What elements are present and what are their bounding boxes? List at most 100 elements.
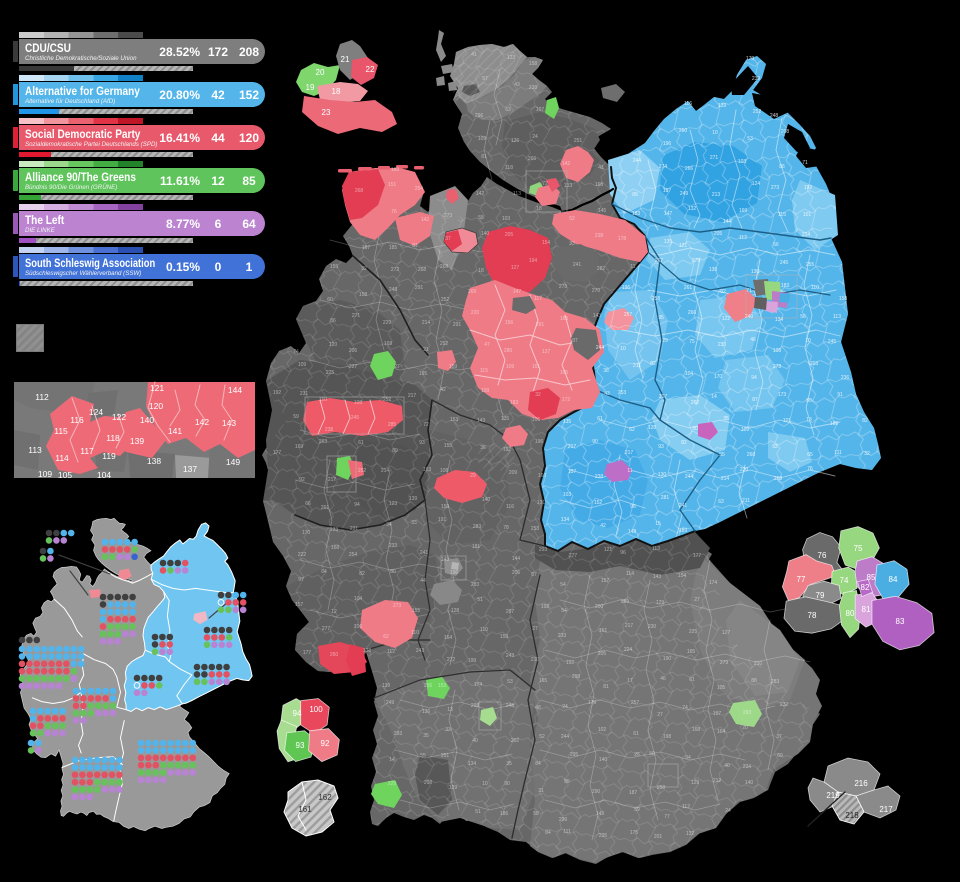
- svg-text:80: 80: [390, 569, 396, 575]
- svg-text:67: 67: [531, 572, 537, 578]
- svg-text:177: 177: [693, 553, 702, 559]
- svg-text:299: 299: [559, 817, 568, 823]
- svg-text:116: 116: [70, 415, 84, 425]
- svg-text:94: 94: [685, 755, 691, 761]
- svg-text:22: 22: [366, 65, 375, 74]
- svg-text:192: 192: [566, 660, 575, 666]
- svg-text:133: 133: [564, 183, 573, 189]
- svg-text:164: 164: [444, 635, 453, 641]
- svg-text:140: 140: [481, 231, 490, 237]
- svg-text:82: 82: [650, 361, 656, 367]
- svg-text:165: 165: [595, 182, 604, 188]
- svg-text:213: 213: [712, 192, 721, 198]
- svg-text:52: 52: [569, 216, 575, 222]
- svg-text:268: 268: [418, 267, 427, 273]
- svg-text:79: 79: [816, 591, 825, 600]
- svg-text:118: 118: [505, 165, 513, 171]
- svg-text:135: 135: [563, 419, 572, 425]
- svg-text:123: 123: [389, 501, 398, 507]
- svg-text:173: 173: [778, 392, 787, 398]
- svg-text:129: 129: [656, 600, 665, 606]
- svg-text:143: 143: [593, 313, 602, 319]
- svg-text:11: 11: [630, 264, 635, 270]
- svg-text:145: 145: [598, 208, 607, 214]
- svg-text:20: 20: [316, 68, 325, 77]
- svg-text:217: 217: [625, 623, 634, 629]
- svg-text:105: 105: [717, 685, 726, 691]
- svg-text:75: 75: [854, 544, 863, 553]
- svg-text:190: 190: [663, 656, 672, 662]
- svg-text:272: 272: [447, 657, 456, 663]
- svg-text:191: 191: [438, 517, 447, 523]
- svg-text:78: 78: [503, 525, 509, 531]
- svg-text:198: 198: [663, 734, 672, 740]
- svg-text:104: 104: [685, 371, 694, 377]
- svg-text:55: 55: [719, 452, 725, 458]
- svg-text:181: 181: [472, 544, 481, 550]
- svg-text:76: 76: [818, 551, 827, 560]
- svg-text:231: 231: [300, 391, 309, 397]
- svg-text:151: 151: [388, 182, 397, 188]
- svg-text:155: 155: [412, 608, 421, 614]
- svg-text:52: 52: [539, 734, 545, 740]
- svg-text:210: 210: [754, 661, 763, 667]
- svg-text:119: 119: [102, 451, 116, 461]
- svg-text:217: 217: [625, 450, 634, 456]
- svg-text:196: 196: [622, 285, 631, 291]
- svg-text:14: 14: [389, 757, 395, 763]
- svg-text:243: 243: [416, 648, 425, 654]
- svg-text:61: 61: [358, 440, 364, 446]
- svg-text:90: 90: [592, 439, 598, 445]
- svg-text:158: 158: [529, 61, 538, 67]
- svg-text:44: 44: [420, 578, 426, 584]
- svg-text:240: 240: [745, 314, 754, 320]
- svg-text:114: 114: [55, 453, 69, 463]
- svg-text:121: 121: [150, 383, 164, 393]
- svg-text:113: 113: [652, 546, 660, 552]
- svg-text:245: 245: [351, 415, 360, 421]
- svg-text:84: 84: [535, 761, 541, 767]
- svg-text:148: 148: [628, 529, 637, 535]
- svg-text:31: 31: [538, 788, 544, 794]
- svg-text:110: 110: [319, 397, 327, 403]
- svg-text:66: 66: [305, 501, 311, 507]
- svg-text:62: 62: [383, 634, 389, 640]
- svg-text:255: 255: [806, 262, 815, 268]
- svg-text:94: 94: [293, 709, 302, 718]
- svg-text:115: 115: [778, 212, 786, 218]
- svg-text:82: 82: [862, 418, 868, 424]
- svg-text:169: 169: [739, 208, 748, 214]
- svg-text:193: 193: [423, 467, 432, 473]
- svg-text:96: 96: [630, 504, 636, 510]
- svg-text:162: 162: [318, 793, 332, 802]
- svg-text:164: 164: [717, 729, 726, 735]
- svg-text:46: 46: [660, 676, 666, 682]
- svg-text:113: 113: [513, 191, 521, 197]
- svg-text:205: 205: [714, 231, 723, 237]
- svg-text:120: 120: [149, 401, 163, 411]
- svg-text:158: 158: [839, 296, 848, 302]
- svg-text:251: 251: [441, 753, 450, 759]
- svg-text:214: 214: [802, 232, 811, 238]
- svg-text:192: 192: [503, 447, 512, 453]
- svg-text:110: 110: [811, 285, 819, 291]
- svg-text:96: 96: [620, 550, 626, 556]
- svg-text:229: 229: [388, 781, 397, 787]
- svg-text:117: 117: [80, 446, 94, 456]
- svg-text:14: 14: [711, 394, 717, 400]
- svg-text:170: 170: [746, 56, 755, 62]
- svg-text:40: 40: [724, 763, 730, 769]
- svg-text:293: 293: [743, 710, 752, 716]
- svg-text:76: 76: [391, 209, 397, 215]
- svg-text:21: 21: [341, 55, 350, 64]
- svg-text:24: 24: [562, 704, 568, 710]
- svg-text:169: 169: [295, 444, 304, 450]
- svg-text:156: 156: [505, 320, 514, 326]
- svg-text:93: 93: [419, 440, 425, 446]
- svg-text:203: 203: [810, 361, 819, 367]
- svg-text:111: 111: [834, 450, 842, 456]
- svg-text:168: 168: [692, 727, 701, 733]
- svg-text:72: 72: [542, 181, 548, 187]
- svg-text:115: 115: [54, 426, 68, 436]
- svg-text:124: 124: [752, 181, 761, 187]
